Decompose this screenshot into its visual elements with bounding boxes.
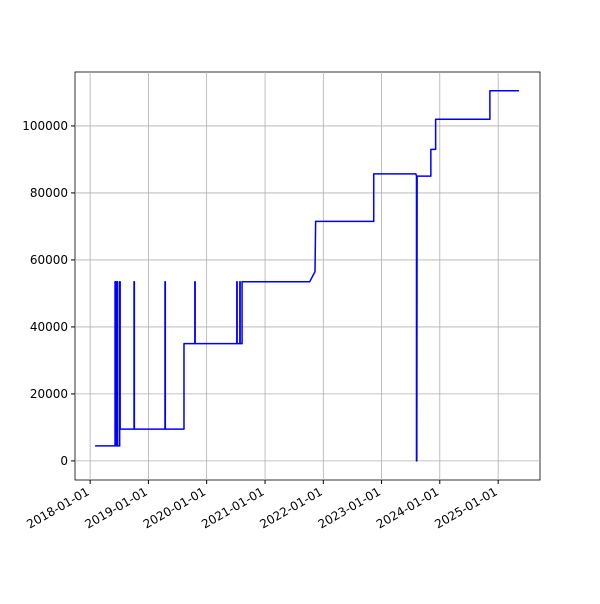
x-tick-label: 2018-01-01: [24, 484, 91, 531]
x-tick-label: 2021-01-01: [199, 484, 266, 531]
x-tick-label: 2019-01-01: [82, 484, 149, 531]
x-tick-label: 2020-01-01: [141, 484, 208, 531]
data-line: [95, 90, 519, 462]
y-tick-label: 40000: [30, 320, 68, 334]
y-tick-label: 100000: [22, 119, 68, 133]
x-tick-label: 2023-01-01: [316, 484, 383, 531]
y-tick-label: 80000: [30, 186, 68, 200]
y-tick-label: 0: [60, 454, 68, 468]
x-tick-label: 2024-01-01: [374, 484, 441, 531]
x-tick-label: 2022-01-01: [257, 484, 324, 531]
plot-frame: [74, 71, 541, 481]
y-tick-label: 20000: [30, 387, 68, 401]
x-tick-label: 2025-01-01: [432, 484, 499, 531]
y-tick-label: 60000: [30, 253, 68, 267]
